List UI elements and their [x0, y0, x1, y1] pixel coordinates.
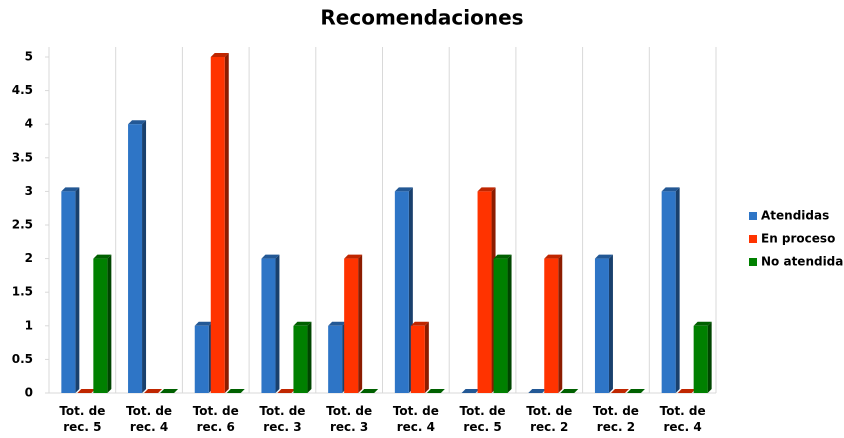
bar-top: [610, 389, 629, 393]
y-tick-label: 0.5: [12, 352, 33, 366]
x-tick-label: Tot. de rec. 3: [259, 404, 306, 434]
bar: [210, 57, 225, 393]
bar: [410, 325, 425, 393]
x-tick-label: Tot. de rec. 6: [192, 404, 239, 434]
y-tick-label: 1.5: [12, 285, 33, 299]
bar-top: [544, 254, 563, 259]
bar-top: [93, 254, 112, 259]
y-tick-label: 2: [25, 251, 33, 265]
bar-top: [477, 187, 496, 192]
bar-top: [226, 389, 245, 393]
bar-top: [394, 187, 413, 192]
bar: [477, 191, 492, 393]
bar: [61, 191, 76, 393]
bar: [594, 258, 609, 393]
bar-top: [661, 187, 680, 192]
bar: [693, 325, 708, 393]
y-tick-label: 4: [25, 117, 33, 131]
bar-side: [507, 254, 512, 393]
bar-top: [360, 389, 379, 393]
bar: [493, 258, 508, 393]
bar-top: [693, 321, 712, 326]
x-tick-label: Tot. de rec. 2: [526, 404, 573, 434]
bar-top: [677, 389, 696, 393]
bar-top: [61, 187, 80, 192]
x-tick-label: Tot. de rec. 5: [459, 404, 506, 434]
legend-label: En proceso: [761, 232, 835, 246]
x-tick-label: Tot. de rec. 4: [392, 404, 439, 434]
legend-swatch: [749, 258, 757, 266]
y-tick-label: 5: [25, 50, 33, 64]
x-tick-label: Tot. de rec. 4: [126, 404, 173, 434]
x-tick-label: Tot. de rec. 3: [326, 404, 373, 434]
bar-side: [275, 254, 280, 393]
legend-label: Atendidas: [761, 209, 829, 223]
bar-top: [144, 389, 163, 393]
legend-swatch: [749, 212, 757, 220]
x-tick-label: Tot. de rec. 2: [592, 404, 639, 434]
bar-side: [608, 254, 613, 393]
bar-side: [358, 254, 363, 393]
x-tick-label: Tot. de rec. 5: [59, 404, 106, 434]
bar: [293, 325, 308, 393]
y-tick-label: 1: [25, 318, 33, 332]
y-tick-label: 3.5: [12, 150, 33, 164]
bar-top: [493, 254, 512, 259]
bar-top: [210, 53, 229, 57]
bar-side: [424, 321, 429, 393]
bar-top: [77, 389, 96, 393]
bar-top: [560, 389, 579, 393]
bar-side: [224, 53, 229, 393]
y-tick-label: 2.5: [12, 218, 33, 232]
bar: [344, 258, 359, 393]
bar-top: [261, 254, 280, 259]
legend-swatch: [749, 235, 757, 243]
bar-side: [75, 187, 80, 393]
bar: [194, 325, 209, 393]
bar: [128, 124, 143, 393]
bar-top: [410, 321, 429, 326]
legend-label: No atendidas: [761, 255, 844, 269]
bar-side: [558, 254, 563, 393]
bar-side: [707, 321, 712, 393]
bar: [394, 191, 409, 393]
bar: [328, 325, 343, 393]
bar-top: [293, 321, 312, 326]
bar: [261, 258, 276, 393]
y-tick-label: 0: [25, 386, 33, 400]
bar-top: [528, 389, 547, 393]
y-tick-label: 4.5: [12, 83, 33, 97]
bar-top: [594, 254, 613, 259]
bar-side: [142, 120, 147, 393]
x-tick-label: Tot. de rec. 4: [659, 404, 706, 434]
bar-top: [128, 120, 147, 125]
bar-top: [626, 389, 645, 393]
bar-top: [344, 254, 363, 259]
bar-top: [328, 321, 347, 326]
bar: [544, 258, 559, 393]
bar-top: [461, 389, 480, 393]
bar-side: [675, 187, 680, 393]
bar: [93, 258, 108, 393]
bar-top: [160, 389, 179, 393]
bar-top: [426, 389, 445, 393]
bar-top: [194, 321, 213, 326]
y-tick-label: 3: [25, 184, 33, 198]
bar: [661, 191, 676, 393]
bar-top: [277, 389, 296, 393]
bar-side: [307, 321, 312, 393]
chart-title: Recomendaciones: [320, 6, 523, 30]
bar-side: [107, 254, 112, 393]
